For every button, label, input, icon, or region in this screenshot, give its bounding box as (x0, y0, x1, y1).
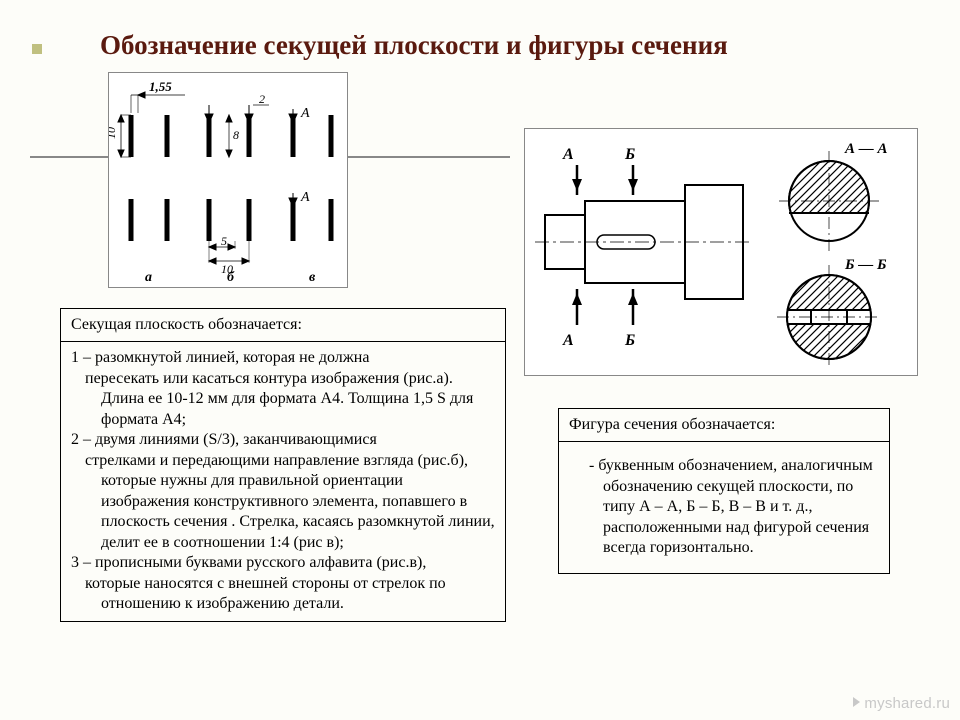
dim-label: 5 (221, 234, 227, 248)
play-icon (853, 697, 860, 707)
table1-header: Секущая плоскость обозначается: (61, 309, 506, 342)
table1-body: 1 – разомкнутой линией, которая не должн… (61, 342, 506, 621)
table-section-figure: Фигура сечения обозначается: - буквенным… (558, 408, 890, 574)
letter-A: А (300, 190, 310, 205)
mark-B: Б (624, 146, 635, 163)
watermark: myshared.ru (853, 695, 950, 712)
figure-part-sections: А Б А Б А — А Б — Б (524, 128, 918, 376)
section-AA-label: А — А (844, 141, 888, 157)
letter-A: А (300, 106, 310, 121)
dim-label: 1,55 (149, 79, 172, 94)
section-BB-label: Б — Б (844, 257, 887, 273)
slide-bullet (32, 44, 42, 54)
sublabel-v: в (309, 270, 316, 285)
mark-A: А (562, 332, 574, 349)
figure-section-marks: 1,55 10 2 8 5 10 А А а б в (108, 72, 348, 288)
mark-B: Б (624, 332, 635, 349)
dim-label: 2 (259, 92, 265, 106)
dim-label: 10 (109, 127, 118, 139)
sublabel-b: б (227, 270, 235, 285)
table2-header: Фигура сечения обозначается: (559, 409, 890, 442)
page-title: Обозначение секущей плоскости и фигуры с… (100, 30, 728, 61)
table-cutting-plane: Секущая плоскость обозначается: 1 – разо… (60, 308, 506, 622)
sublabel-a: а (145, 270, 152, 285)
mark-A: А (562, 146, 574, 163)
table2-body: - буквенным обозначением, аналогичным об… (559, 442, 890, 573)
dim-label: 8 (233, 128, 239, 142)
